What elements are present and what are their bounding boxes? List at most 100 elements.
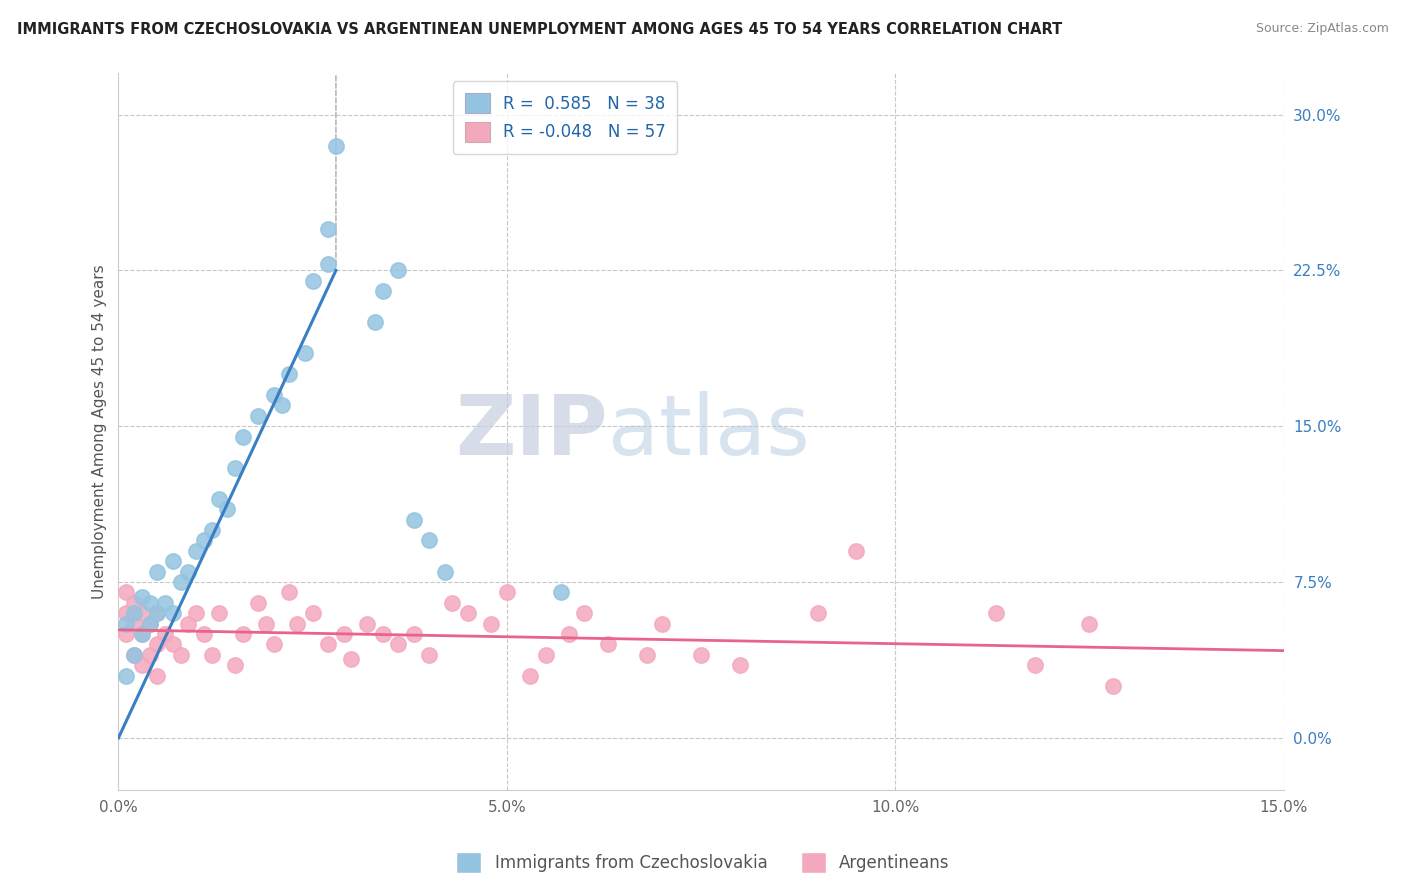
Point: [986, 606, 1008, 620]
Point: [285, 616, 308, 631]
Point: [558, 627, 581, 641]
Point: [115, 668, 138, 682]
Point: [332, 627, 354, 641]
Point: [177, 565, 200, 579]
Text: atlas: atlas: [607, 391, 810, 472]
Point: [184, 606, 207, 620]
Point: [316, 222, 339, 236]
Point: [371, 627, 394, 641]
Point: [270, 399, 292, 413]
Point: [138, 648, 160, 662]
Point: [301, 274, 323, 288]
Point: [550, 585, 572, 599]
Point: [278, 585, 301, 599]
Point: [728, 658, 751, 673]
Point: [806, 606, 828, 620]
Point: [115, 627, 138, 641]
Point: [131, 606, 153, 620]
Point: [146, 637, 169, 651]
Point: [138, 616, 160, 631]
Point: [479, 616, 502, 631]
Point: [845, 544, 868, 558]
Point: [301, 606, 323, 620]
Point: [457, 606, 479, 620]
Point: [364, 315, 387, 329]
Point: [232, 429, 254, 443]
Point: [224, 658, 246, 673]
Point: [574, 606, 596, 620]
Point: [254, 616, 277, 631]
Point: [131, 627, 153, 641]
Point: [169, 648, 191, 662]
Point: [138, 596, 160, 610]
Point: [636, 648, 658, 662]
Text: Source: ZipAtlas.com: Source: ZipAtlas.com: [1256, 22, 1389, 36]
Point: [193, 533, 215, 548]
Point: [402, 513, 425, 527]
Point: [325, 138, 347, 153]
Point: [122, 616, 145, 631]
Point: [184, 544, 207, 558]
Point: [217, 502, 239, 516]
Point: [387, 637, 409, 651]
Point: [153, 627, 176, 641]
Point: [208, 606, 231, 620]
Point: [122, 648, 145, 662]
Point: [193, 627, 215, 641]
Point: [131, 658, 153, 673]
Point: [224, 460, 246, 475]
Point: [115, 585, 138, 599]
Point: [247, 596, 270, 610]
Point: [146, 565, 169, 579]
Point: [162, 637, 184, 651]
Text: IMMIGRANTS FROM CZECHOSLOVAKIA VS ARGENTINEAN UNEMPLOYMENT AMONG AGES 45 TO 54 Y: IMMIGRANTS FROM CZECHOSLOVAKIA VS ARGENT…: [17, 22, 1062, 37]
Legend: Immigrants from Czechoslovakia, Argentineans: Immigrants from Czechoslovakia, Argentin…: [450, 846, 956, 880]
Point: [651, 616, 673, 631]
Point: [177, 616, 200, 631]
Point: [263, 388, 285, 402]
Point: [1101, 679, 1123, 693]
Point: [340, 652, 363, 666]
Point: [115, 616, 138, 631]
Point: [162, 606, 184, 620]
Point: [201, 523, 224, 537]
Text: ZIP: ZIP: [456, 391, 607, 472]
Point: [690, 648, 713, 662]
Point: [162, 554, 184, 568]
Point: [146, 668, 169, 682]
Point: [232, 627, 254, 641]
Point: [433, 565, 456, 579]
Point: [441, 596, 464, 610]
Point: [1078, 616, 1101, 631]
Point: [519, 668, 541, 682]
Point: [115, 606, 138, 620]
Point: [169, 575, 191, 590]
Point: [122, 606, 145, 620]
Point: [418, 533, 440, 548]
Point: [153, 596, 176, 610]
Point: [208, 491, 231, 506]
Point: [131, 590, 153, 604]
Point: [122, 596, 145, 610]
Point: [316, 637, 339, 651]
Point: [138, 616, 160, 631]
Point: [146, 606, 169, 620]
Point: [402, 627, 425, 641]
Point: [247, 409, 270, 423]
Point: [294, 346, 316, 360]
Point: [356, 616, 378, 631]
Point: [131, 627, 153, 641]
Point: [122, 648, 145, 662]
Y-axis label: Unemployment Among Ages 45 to 54 years: Unemployment Among Ages 45 to 54 years: [93, 264, 107, 599]
Point: [201, 648, 224, 662]
Point: [1024, 658, 1046, 673]
Point: [418, 648, 440, 662]
Point: [534, 648, 557, 662]
Point: [263, 637, 285, 651]
Point: [316, 257, 339, 271]
Point: [387, 263, 409, 277]
Point: [596, 637, 619, 651]
Point: [495, 585, 517, 599]
Point: [278, 368, 301, 382]
Point: [371, 284, 394, 298]
